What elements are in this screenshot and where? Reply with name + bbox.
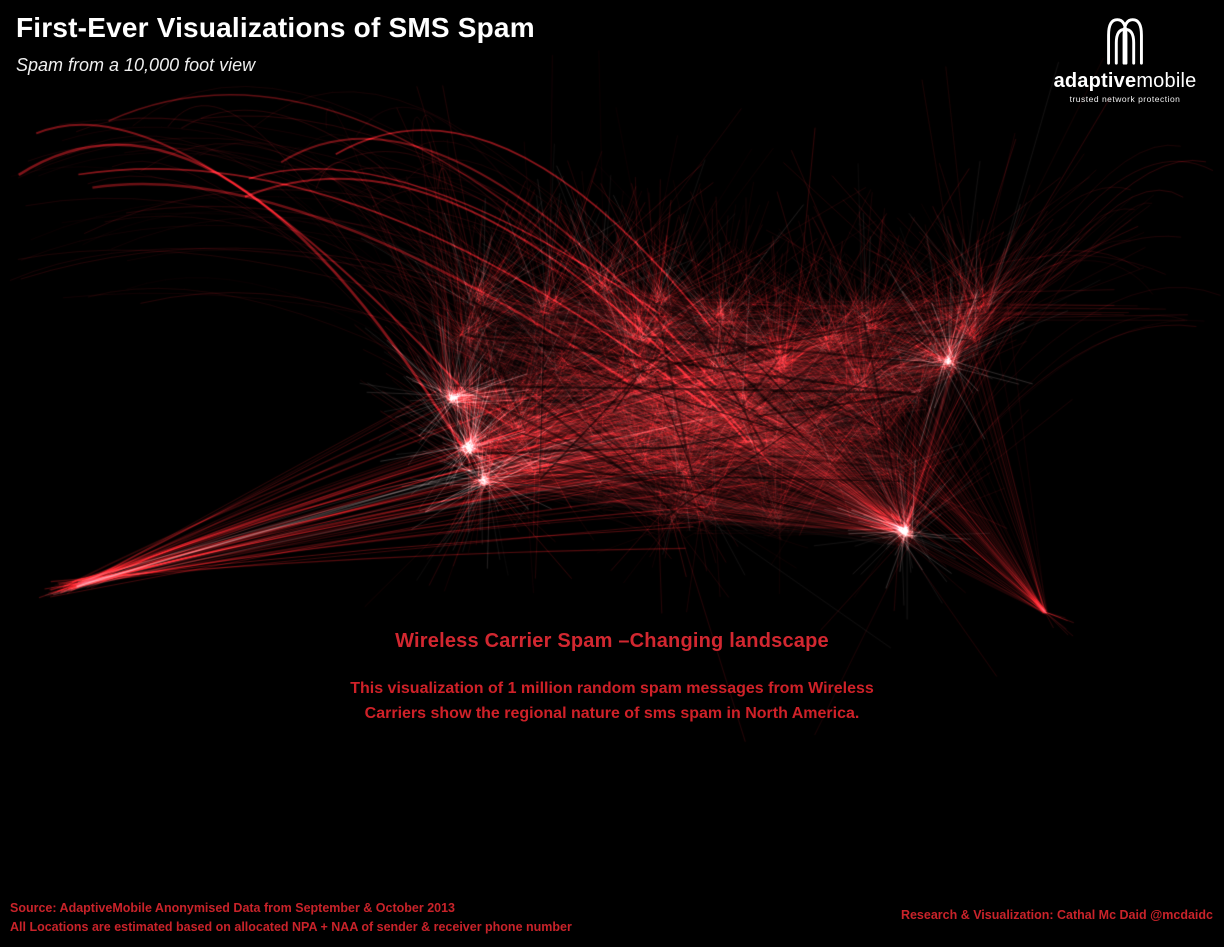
- logo-word-adaptive: adaptive: [1053, 70, 1137, 92]
- caption-heading: Wireless Carrier Spam –Changing landscap…: [395, 630, 829, 652]
- page-title: First-Ever Visualizations of SMS Spam: [16, 12, 535, 43]
- logo-tagline: trusted network protection: [1069, 94, 1181, 104]
- adaptivemobile-mark-icon: [1107, 18, 1143, 65]
- page-subtitle: Spam from a 10,000 foot view: [16, 55, 256, 75]
- logo-word-mobile: mobile: [1136, 70, 1197, 92]
- source-line-1: Source: AdaptiveMobile Anonymised Data f…: [10, 901, 456, 915]
- header: First-Ever Visualizations of SMS Spam Sp…: [16, 12, 535, 76]
- source-line-2: All Locations are estimated based on all…: [10, 920, 572, 934]
- caption-body: This visualization of 1 million random s…: [0, 677, 1224, 727]
- logo-wordmark: adaptivemobile: [1040, 71, 1210, 91]
- adaptivemobile-logo: adaptivemobile trusted network protectio…: [1040, 10, 1210, 104]
- credit-line: Research & Visualization: Cathal Mc Daid…: [900, 908, 1213, 922]
- caption-body-line-1: This visualization of 1 million random s…: [350, 680, 874, 697]
- caption-block: Wireless Carrier Spam –Changing landscap…: [0, 630, 1224, 727]
- source-note: Source: AdaptiveMobile Anonymised Data f…: [10, 899, 572, 937]
- caption-body-line-2: Carriers show the regional nature of sms…: [364, 704, 860, 722]
